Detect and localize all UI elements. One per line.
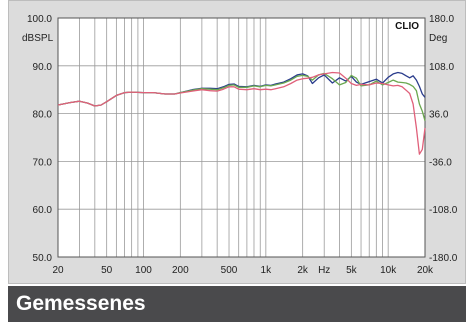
y-tick-label: 100.0	[27, 14, 52, 25]
y-tick-label: 50.0	[33, 253, 53, 264]
x-tick-label: Hz	[318, 265, 330, 276]
plot-border	[57, 17, 426, 258]
x-tick-label: 20	[52, 265, 64, 276]
x-tick-label: 2k	[297, 265, 309, 276]
y2-tick-label: 108.0	[429, 62, 454, 73]
x-tick-label: 1k	[261, 265, 273, 276]
x-tick-label: 20k	[417, 265, 434, 276]
left-unit-label: dBSPL	[22, 33, 54, 44]
y2-tick-label: -108.0	[429, 205, 458, 216]
caption-bar: Gemessenes	[8, 286, 466, 322]
y-tick-label: 80.0	[33, 110, 53, 121]
x-tick-label: 500	[221, 265, 238, 276]
y-tick-label: 70.0	[33, 157, 53, 168]
frequency-response-chart: 100.0 90.0 80.0 70.0 60.0 50.0 180.0 108.0 36.0 -…	[22, 14, 458, 276]
y2-tick-label: 36.0	[429, 110, 449, 121]
series-line-3	[57, 71, 426, 155]
y2-tick-label: -180.0	[429, 253, 458, 264]
x-tick-label: 5k	[346, 265, 358, 276]
y-tick-label: 60.0	[33, 205, 53, 216]
x-tick-label: 200	[172, 265, 189, 276]
x-tick-label: 10k	[380, 265, 397, 276]
right-unit-label: Deg	[429, 33, 447, 44]
plot-area	[58, 18, 425, 257]
x-tick-label: 50	[101, 265, 113, 276]
y2-tick-label: 180.0	[429, 14, 454, 25]
y-tick-label: 90.0	[33, 62, 53, 73]
caption-text: Gemessenes	[16, 292, 146, 315]
x-tick-label: 100	[135, 265, 152, 276]
brand-label: CLIO	[395, 21, 419, 32]
y2-tick-label: -36.0	[429, 157, 452, 168]
